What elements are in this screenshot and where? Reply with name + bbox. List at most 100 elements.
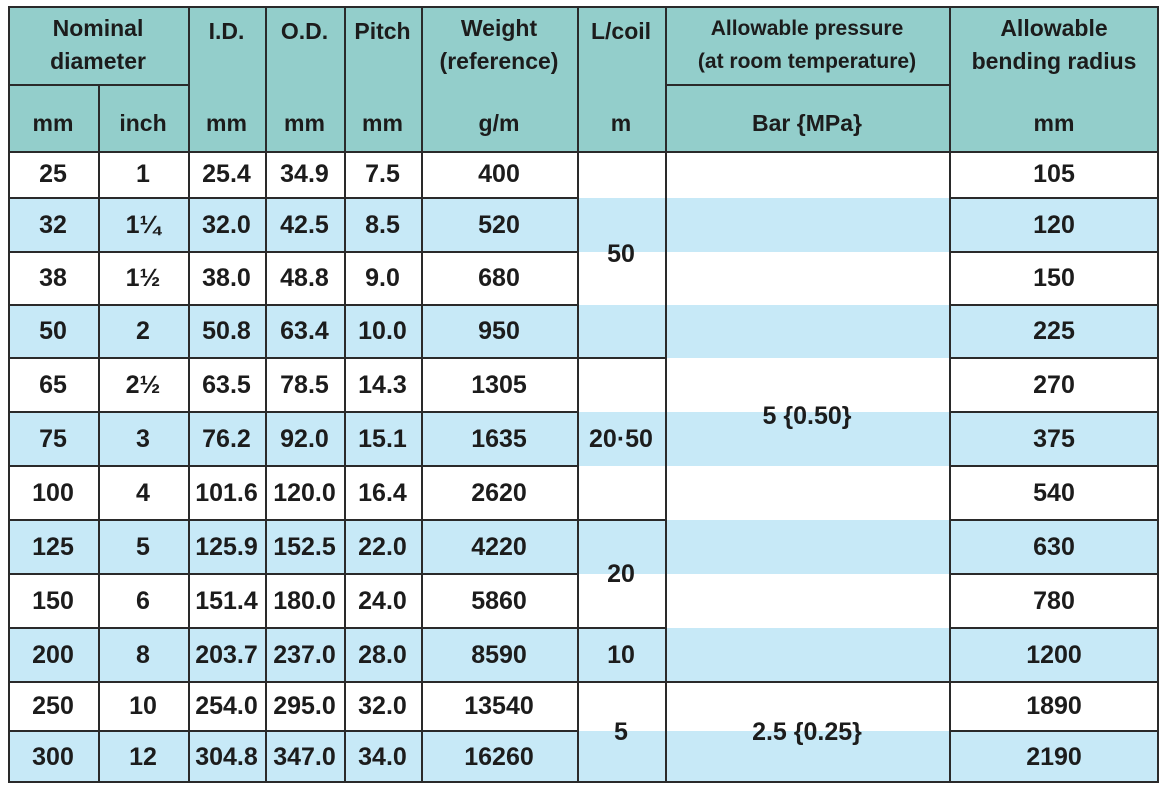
cell-mm-text: 150	[32, 586, 74, 615]
cell-mm-text: 25	[39, 160, 67, 188]
cell-od: 92.0	[265, 412, 344, 466]
cell-allowable-pressure: 5 {0.50}	[665, 151, 949, 682]
cell-od-text: 78.5	[280, 370, 329, 399]
row-background	[8, 151, 1159, 198]
cell-weight: 520	[421, 198, 577, 252]
cell-inch-text: 12	[129, 742, 157, 771]
grid-line	[8, 627, 577, 629]
header-weight-text: Weight (reference)	[439, 15, 559, 74]
cell-bending-radius: 1890	[949, 682, 1159, 731]
grid-line	[665, 681, 949, 683]
cell-od-text: 42.5	[280, 210, 329, 239]
cell-weight-text: 4220	[471, 532, 527, 561]
cell-od: 180.0	[265, 574, 344, 628]
cell-weight-text: 1305	[471, 370, 527, 399]
grid-line	[577, 6, 579, 783]
cell-inch: 4	[98, 466, 188, 520]
row-background	[8, 682, 1159, 731]
cell-id: 25.4	[188, 151, 265, 198]
cell-weight-text: 2620	[471, 478, 527, 507]
cell-allowable-pressure-text: 5 {0.50}	[762, 402, 852, 430]
cell-od-text: 34.9	[280, 160, 329, 188]
cell-bending-radius-text: 375	[1033, 424, 1075, 453]
grid-line	[188, 6, 190, 783]
cell-od-text: 48.8	[280, 264, 329, 292]
cell-allowable-pressure: 2.5 {0.25}	[665, 682, 949, 783]
header-nominal-diameter-text: Nominal diameter	[50, 15, 146, 74]
cell-weight: 2620	[421, 466, 577, 520]
cell-pitch-text: 9.0	[365, 264, 400, 292]
header-id-text: I.D.	[208, 17, 245, 44]
cell-bending-radius: 150	[949, 252, 1159, 305]
cell-pitch: 8.5	[344, 198, 421, 252]
cell-weight: 1635	[421, 412, 577, 466]
cell-od: 34.9	[265, 151, 344, 198]
header-allowable-pressure-text: Allowable pressure (at room temperature)	[697, 17, 917, 73]
cell-l-coil: 20	[577, 520, 665, 628]
cell-od: 78.5	[265, 358, 344, 412]
unit-label-text: g/m	[478, 110, 520, 136]
grid-line	[8, 730, 577, 732]
cell-id-text: 63.5	[202, 370, 251, 399]
cell-od: 120.0	[265, 466, 344, 520]
cell-mm: 250	[8, 682, 98, 731]
cell-od: 237.0	[265, 628, 344, 682]
cell-weight: 1305	[421, 358, 577, 412]
cell-od-text: 295.0	[273, 692, 336, 720]
cell-inch-text: 4	[136, 478, 150, 507]
cell-bending-radius: 540	[949, 466, 1159, 520]
cell-weight: 13540	[421, 682, 577, 731]
unit-label: mm	[265, 96, 344, 151]
grid-line	[577, 681, 665, 683]
header-pitch-text: Pitch	[354, 17, 411, 44]
cell-pitch: 28.0	[344, 628, 421, 682]
cell-weight: 400	[421, 151, 577, 198]
grid-line	[577, 357, 665, 359]
cell-pitch: 15.1	[344, 412, 421, 466]
unit-label: m	[577, 96, 665, 151]
grid-line	[344, 6, 346, 783]
header-l-coil-text: L/coil	[590, 17, 652, 44]
cell-od: 42.5	[265, 198, 344, 252]
cell-l-coil: 5	[577, 682, 665, 783]
cell-bending-radius: 1200	[949, 628, 1159, 682]
cell-mm: 32	[8, 198, 98, 252]
grid-line	[949, 304, 1159, 306]
cell-bending-radius-text: 150	[1033, 264, 1075, 292]
cell-mm: 38	[8, 252, 98, 305]
header-l-coil: L/coil	[577, 6, 665, 56]
cell-id-text: 25.4	[202, 160, 251, 188]
row-background	[8, 252, 1159, 305]
cell-inch-text: 2½	[125, 370, 161, 399]
cell-inch-text: 10	[129, 692, 157, 720]
cell-od-text: 347.0	[273, 742, 336, 771]
cell-id: 125.9	[188, 520, 265, 574]
cell-inch: 1½	[98, 252, 188, 305]
cell-pitch: 10.0	[344, 305, 421, 358]
cell-pitch-text: 7.5	[365, 160, 400, 188]
cell-bending-radius-text: 540	[1033, 478, 1075, 507]
grid-line	[8, 197, 577, 199]
cell-l-coil-text: 20·50	[589, 424, 653, 453]
cell-id-text: 101.6	[195, 478, 258, 507]
cell-pitch-text: 32.0	[358, 692, 407, 720]
cell-od-text: 180.0	[273, 586, 336, 615]
cell-mm: 50	[8, 305, 98, 358]
cell-mm-text: 75	[39, 424, 67, 453]
cell-bending-radius-text: 630	[1033, 532, 1075, 561]
cell-inch-text: 5	[136, 532, 150, 561]
cell-id-text: 32.0	[202, 210, 251, 239]
grid-line	[949, 411, 1159, 413]
grid-line	[8, 573, 577, 575]
cell-inch: 1¼	[98, 198, 188, 252]
cell-id-text: 38.0	[202, 264, 251, 292]
cell-mm: 75	[8, 412, 98, 466]
cell-pitch: 32.0	[344, 682, 421, 731]
header-id: I.D.	[188, 6, 265, 56]
cell-bending-radius: 120	[949, 198, 1159, 252]
cell-id-text: 151.4	[195, 586, 258, 615]
header-od-text: O.D.	[280, 17, 329, 44]
cell-bending-radius: 375	[949, 412, 1159, 466]
cell-mm-text: 65	[39, 370, 67, 399]
cell-mm: 100	[8, 466, 98, 520]
